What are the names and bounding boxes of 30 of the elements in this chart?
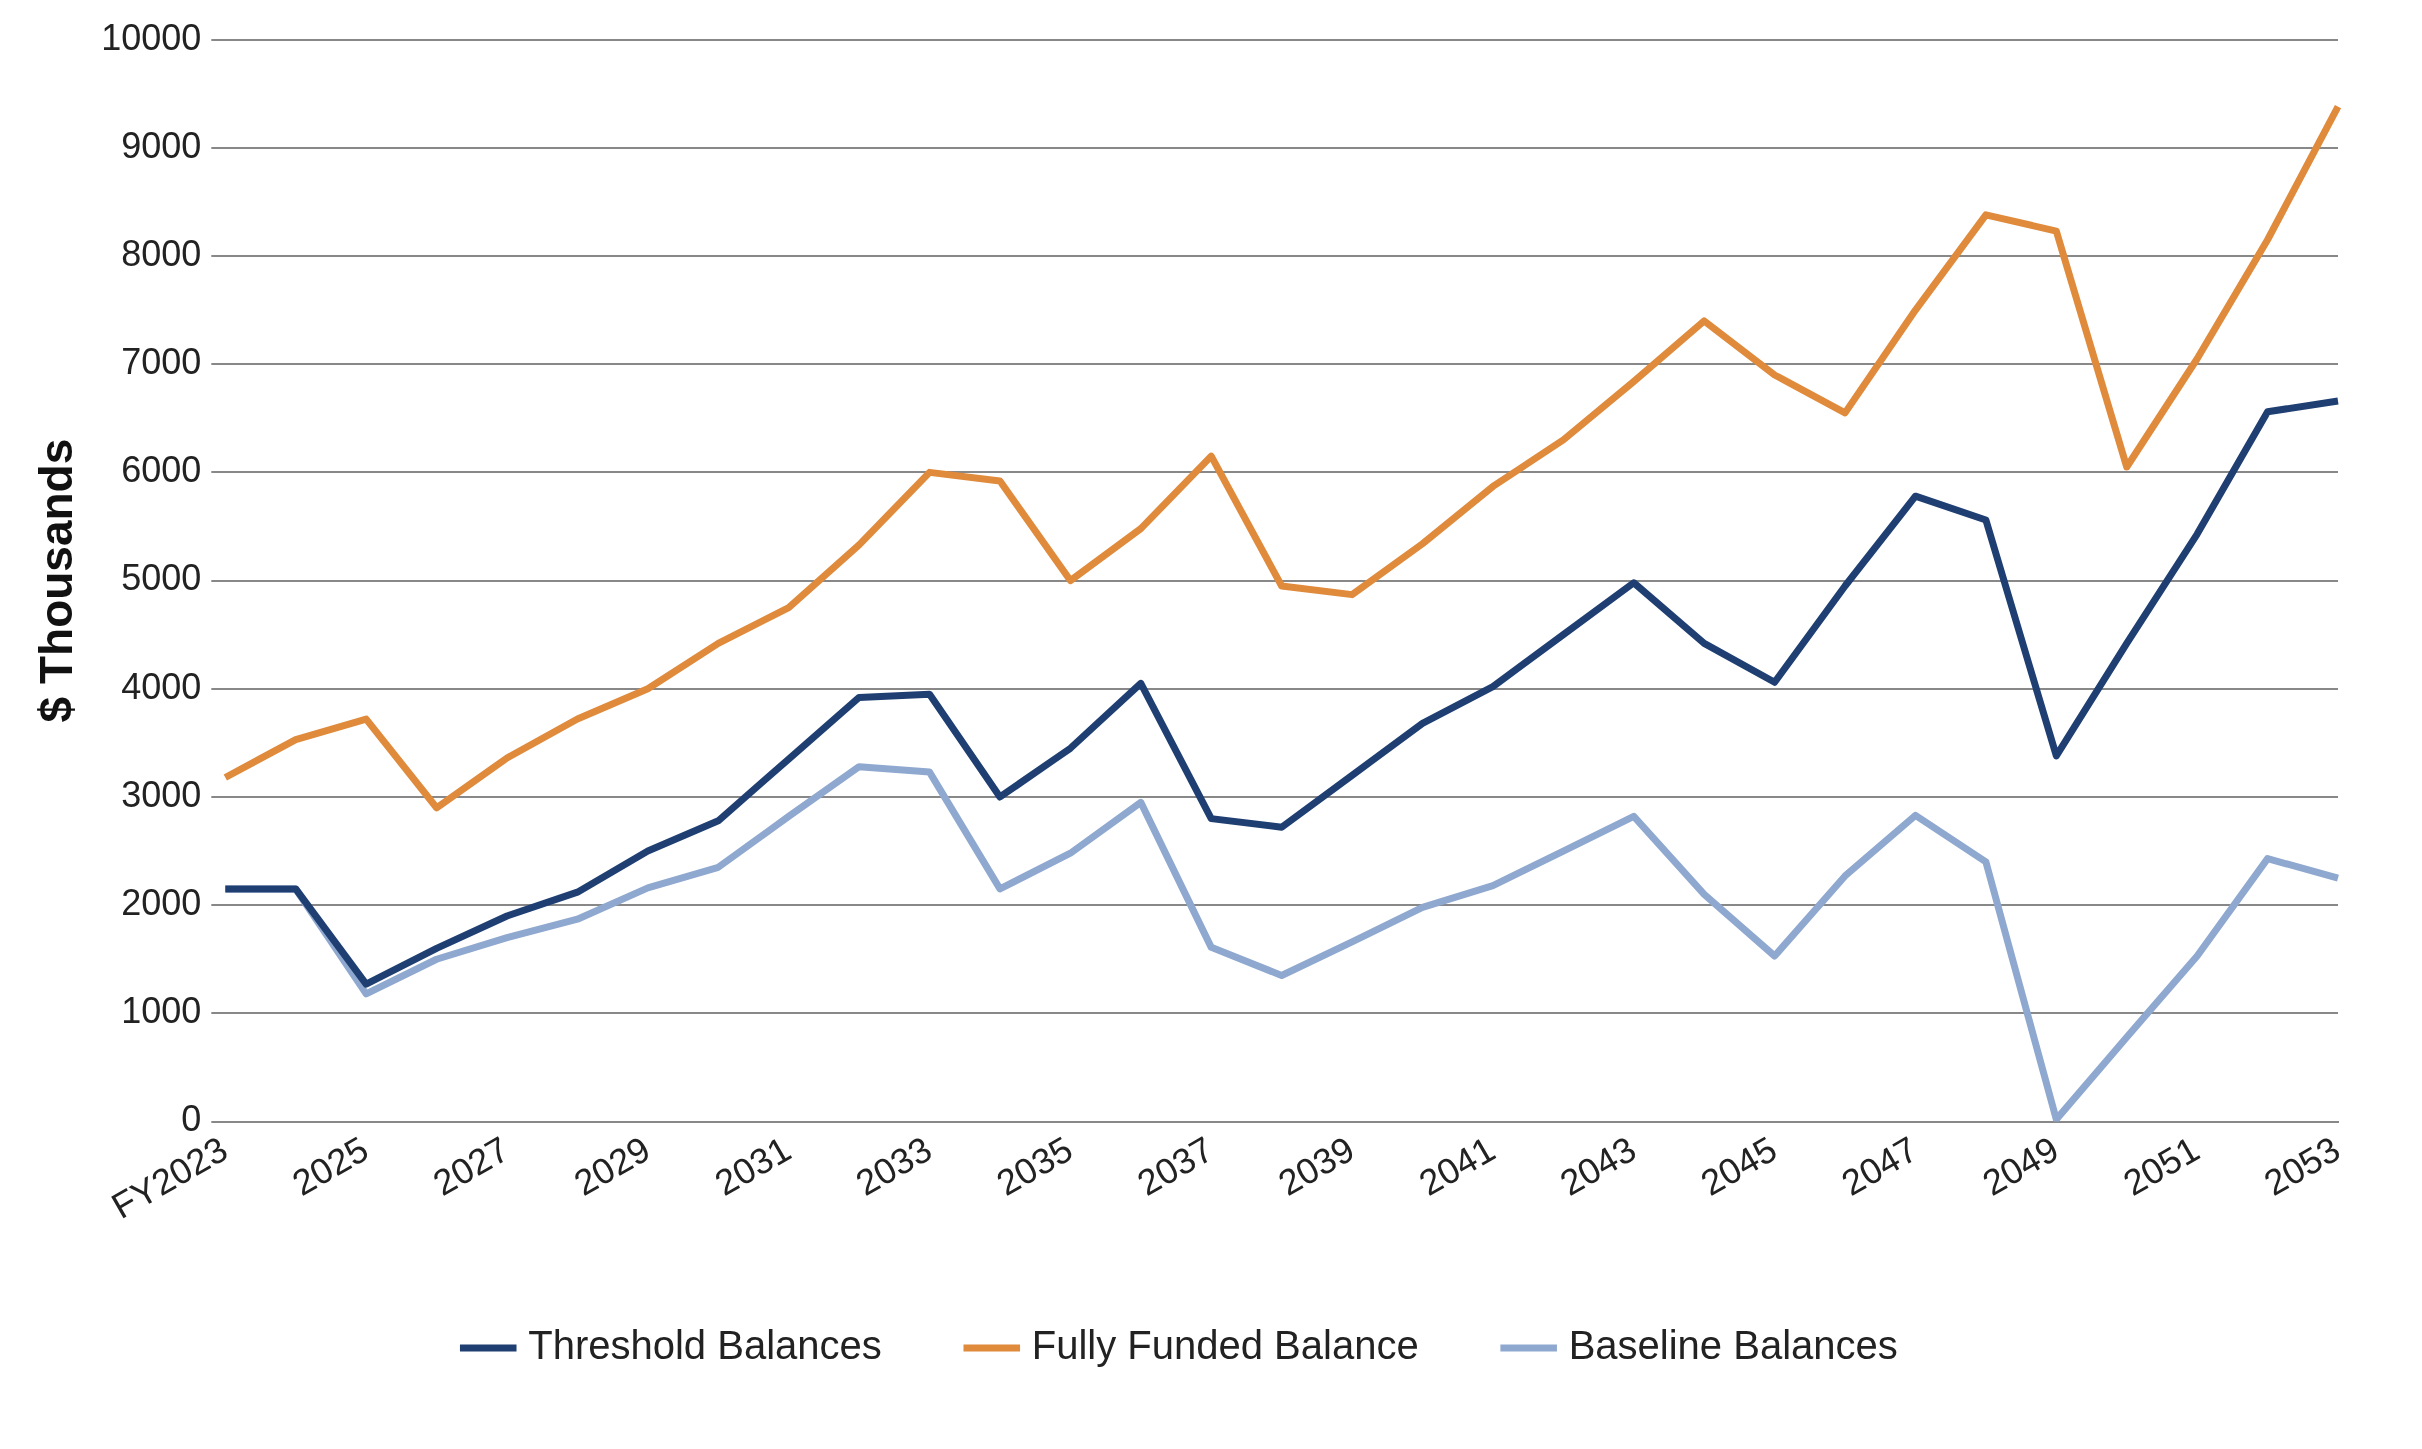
- y-tick-label: 8000: [121, 232, 202, 274]
- x-tick-label: 2043: [1552, 1128, 1643, 1204]
- y-tick-label: 0: [181, 1098, 202, 1140]
- x-tick-label: 2049: [1975, 1128, 2066, 1204]
- y-tick-label: 7000: [121, 341, 202, 383]
- legend-label: Baseline Balances: [1568, 1323, 1898, 1368]
- x-tick-label: 2047: [1834, 1128, 1925, 1204]
- x-tick-label: 2045: [1693, 1128, 1784, 1204]
- legend-label: Threshold Balances: [528, 1323, 882, 1368]
- y-tick-label: 3000: [121, 773, 202, 815]
- y-tick-label: 9000: [121, 124, 202, 166]
- y-tick-label: 10000: [101, 16, 202, 58]
- x-tick-label: 2033: [848, 1128, 939, 1204]
- y-tick-label: 4000: [121, 665, 202, 707]
- y-tick-label: 6000: [121, 449, 202, 491]
- x-tick-label: 2053: [2257, 1128, 2347, 1204]
- y-tick-label: 1000: [121, 990, 202, 1032]
- x-tick-label: 2039: [1271, 1128, 1362, 1204]
- x-tick-label: 2037: [1130, 1128, 1221, 1204]
- x-tick-label: 2029: [566, 1128, 657, 1204]
- x-tick-label: 2031: [707, 1128, 798, 1204]
- y-tick-label: 5000: [121, 557, 202, 599]
- x-tick-label: 2027: [426, 1128, 516, 1204]
- x-tick-label: 2051: [2116, 1128, 2207, 1204]
- x-tick-label: 2035: [989, 1128, 1080, 1204]
- y-tick-label: 2000: [121, 882, 202, 924]
- x-tick-label: 2025: [285, 1128, 376, 1204]
- legend-label: Fully Funded Balance: [1031, 1323, 1419, 1368]
- y-axis-title: $ Thousands: [30, 438, 83, 723]
- x-tick-label: 2041: [1412, 1128, 1502, 1204]
